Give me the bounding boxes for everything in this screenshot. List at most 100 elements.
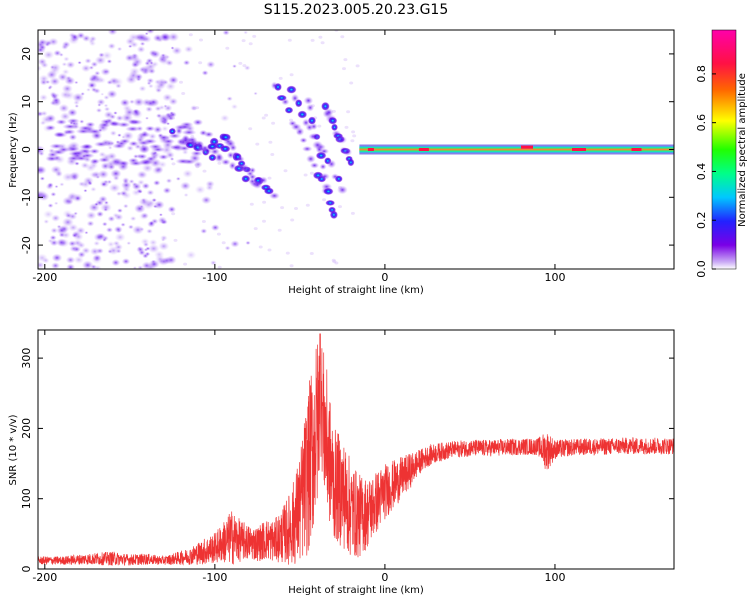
noise-blob [83,189,88,193]
noise-blob [271,121,276,125]
noise-blob [140,212,149,219]
noise-blob [101,221,108,227]
noise-blob [103,106,111,112]
noise-blob [53,201,59,206]
noise-blob [73,99,80,106]
band-blob [90,158,101,165]
noise-blob [332,260,337,264]
noise-blob [72,245,82,253]
noise-blob [38,48,43,52]
noise-blob [132,225,144,235]
noise-blob [129,53,140,62]
noise-blob [67,35,80,45]
noise-blob [65,198,74,205]
noise-blob [61,68,70,75]
spectrogram-plot [38,30,674,269]
streak-blob [342,148,353,157]
noise-blob [183,262,188,266]
spec-ytick-label: 0 [20,146,33,153]
streak-blob [168,127,177,135]
noise-blob [45,79,51,85]
noise-blob [84,58,92,64]
noise-blob [243,30,249,35]
noise-blob [117,133,122,138]
noise-blob [74,195,82,201]
noise-blob [349,81,354,85]
streak-blob [319,163,327,170]
noise-blob [126,145,134,152]
noise-blob [114,232,126,242]
band-blob [117,121,131,128]
noise-blob [148,221,155,226]
noise-blob [51,214,61,222]
noise-blob [81,64,91,73]
noise-blob [252,34,257,38]
streak-blob [220,158,231,166]
band-blob [112,143,126,149]
noise-blob [50,191,57,197]
noise-blob [95,107,103,113]
streak-blob [297,110,308,119]
streak-blob [334,175,343,183]
noise-blob [162,187,172,194]
noise-blob [146,81,152,86]
noise-blob [93,87,101,94]
carrier-peak [572,148,586,151]
noise-blob [318,35,323,39]
noise-blob [38,38,47,46]
snr-ytick-label: 0 [20,566,33,573]
noise-blob [171,212,176,216]
streak-blob [306,103,315,112]
noise-blob [123,203,129,209]
noise-blob [143,247,149,252]
noise-blob [63,56,70,62]
noise-blob [89,171,99,179]
noise-blob [145,116,149,120]
spec-xtick-label: 0 [381,271,388,284]
noise-blob [68,223,79,232]
band-blob [45,124,56,131]
streak-blob [208,153,217,162]
noise-blob [334,261,339,265]
noise-blob [232,64,237,69]
noise-blob [65,61,76,69]
noise-blob [142,253,149,259]
streak-blob [310,132,321,141]
noise-blob [201,195,212,205]
colorbar-tick-label: 0.2 [695,211,708,229]
noise-blob [190,105,198,111]
streak-blob [301,145,313,152]
noise-blob [39,176,46,181]
streak-blob [328,116,338,125]
band-blob [158,154,169,160]
noise-blob [305,203,310,207]
noise-blob [317,124,322,128]
noise-blob [38,253,48,263]
noise-blob [194,185,206,195]
streak-blob [305,154,316,164]
noise-blob [48,84,53,89]
noise-blob [141,163,154,173]
noise-blob [230,103,239,110]
noise-blob [81,247,91,255]
noise-blob [249,202,254,206]
noise-blob [338,205,342,209]
noise-blob [147,97,160,108]
streak-blob [241,174,251,183]
noise-blob [167,205,177,213]
noise-blob [58,238,70,248]
streak-blob [203,131,214,138]
noise-blob [141,182,150,190]
streak-blob [229,144,238,152]
noise-blob [248,42,253,46]
snr-plot [38,333,674,566]
streak-blob [315,151,327,160]
spec-ytick-label: -20 [20,236,33,254]
noise-blob [88,73,100,83]
colorbar-tick-label: 0.6 [695,114,708,131]
streak-blob [330,123,339,132]
noise-blob [217,161,222,165]
noise-blob [205,184,214,191]
streak-blob [284,106,294,114]
noise-blob [150,50,161,59]
